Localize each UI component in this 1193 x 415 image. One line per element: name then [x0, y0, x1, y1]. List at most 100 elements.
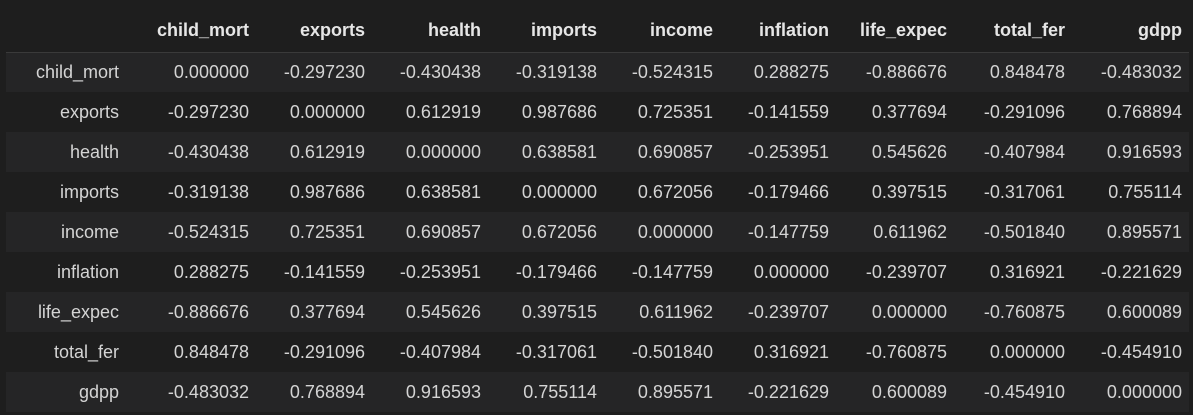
table-cell: 0.725351	[289, 221, 365, 242]
table-cell: -0.407984	[399, 341, 481, 362]
index-header	[6, 10, 126, 53]
column-header: inflation	[720, 10, 836, 53]
row-label: child_mort	[35, 61, 119, 82]
table-cell: -0.179466	[515, 261, 597, 282]
table-cell: -0.886676	[865, 61, 947, 82]
table-cell: 0.316921	[753, 341, 829, 362]
table-row: inflation 0.288275 -0.141559 -0.253951 -…	[6, 252, 1189, 292]
table-cell: -0.297230	[283, 61, 365, 82]
table-cell: -0.501840	[983, 221, 1065, 242]
table-cell: 0.000000	[753, 261, 829, 282]
table-cell: -0.239707	[865, 261, 947, 282]
table-row: gdpp -0.483032 0.768894 0.916593 0.75511…	[6, 372, 1189, 412]
table-cell: 0.987686	[521, 101, 597, 122]
table-cell: -0.297230	[167, 101, 249, 122]
table-cell: 0.848478	[989, 61, 1065, 82]
column-header: health	[372, 10, 488, 53]
table-cell: -0.147759	[631, 261, 713, 282]
table-cell: -0.221629	[747, 381, 829, 402]
column-header: child_mort	[126, 10, 256, 53]
table-cell: -0.483032	[167, 381, 249, 402]
table-cell: -0.239707	[747, 301, 829, 322]
table-cell: -0.253951	[399, 261, 481, 282]
table-cell: -0.407984	[983, 141, 1065, 162]
table-cell: -0.317061	[983, 181, 1065, 202]
table-row: imports -0.319138 0.987686 0.638581 0.00…	[6, 172, 1189, 212]
table-cell: -0.760875	[983, 301, 1065, 322]
table-cell: 0.895571	[1106, 221, 1182, 242]
table-cell: 0.755114	[523, 381, 597, 402]
table-cell: 0.638581	[405, 181, 481, 202]
table-cell: 0.768894	[1106, 101, 1182, 122]
table-cell: 0.600089	[871, 381, 947, 402]
table-cell: -0.141559	[283, 261, 365, 282]
table-cell: 0.987686	[289, 181, 365, 202]
table-cell: 0.288275	[753, 61, 829, 82]
row-label: life_expec	[37, 301, 119, 322]
table-cell: -0.454910	[983, 381, 1065, 402]
table-cell: 0.848478	[173, 341, 249, 362]
table-row: exports -0.297230 0.000000 0.612919 0.98…	[6, 92, 1189, 132]
table-cell: 0.755114	[1108, 181, 1182, 202]
table-cell: 0.600089	[1106, 301, 1182, 322]
table-cell: 0.000000	[989, 341, 1065, 362]
table-cell: -0.524315	[167, 221, 249, 242]
table-cell: -0.524315	[631, 61, 713, 82]
table-cell: 0.377694	[871, 101, 947, 122]
table-cell: -0.760875	[865, 341, 947, 362]
table-cell: 0.768894	[289, 381, 365, 402]
table-cell: 0.612919	[289, 141, 365, 162]
table-cell: 0.690857	[637, 141, 713, 162]
table-cell: -0.221629	[1100, 261, 1182, 282]
table-cell: 0.672056	[521, 221, 597, 242]
table-cell: -0.430438	[399, 61, 481, 82]
table-cell: 0.638581	[521, 141, 597, 162]
row-label: imports	[59, 181, 119, 202]
table-cell: 0.000000	[173, 61, 249, 82]
table-header: child_mort exports health imports income…	[6, 10, 1189, 53]
table-cell: 0.397515	[871, 181, 947, 202]
table-cell: 0.916593	[405, 381, 481, 402]
table-cell: 0.611962	[873, 221, 947, 242]
table-cell: -0.291096	[983, 101, 1065, 122]
table-cell: 0.612919	[405, 101, 481, 122]
table-cell: 0.545626	[405, 301, 481, 322]
header-row: child_mort exports health imports income…	[6, 10, 1189, 53]
table-row: health -0.430438 0.612919 0.000000 0.638…	[6, 132, 1189, 172]
table-cell: 0.000000	[289, 101, 365, 122]
column-header: exports	[256, 10, 372, 53]
table-cell: 0.000000	[871, 301, 947, 322]
table-cell: 0.916593	[1106, 141, 1182, 162]
table-cell: 0.377694	[289, 301, 365, 322]
table-body: child_mort 0.000000 -0.297230 -0.430438 …	[6, 52, 1189, 412]
table-cell: -0.319138	[515, 61, 597, 82]
row-label: gdpp	[78, 381, 119, 402]
table-cell: 0.000000	[637, 221, 713, 242]
table-cell: -0.483032	[1100, 61, 1182, 82]
table-cell: -0.430438	[167, 141, 249, 162]
table-row: income -0.524315 0.725351 0.690857 0.672…	[6, 212, 1189, 252]
table-row: total_fer 0.848478 -0.291096 -0.407984 -…	[6, 332, 1189, 372]
table-cell: 0.288275	[173, 261, 249, 282]
table-cell: -0.319138	[167, 181, 249, 202]
row-label: exports	[59, 101, 119, 122]
table-cell: 0.895571	[637, 381, 713, 402]
column-header: gdpp	[1072, 10, 1189, 53]
table-cell: 0.545626	[871, 141, 947, 162]
table-cell: -0.141559	[747, 101, 829, 122]
table-cell: -0.147759	[747, 221, 829, 242]
table-cell: 0.725351	[637, 101, 713, 122]
table-cell: -0.501840	[631, 341, 713, 362]
table-cell: 0.000000	[521, 181, 597, 202]
table-cell: 0.611962	[639, 301, 713, 322]
table-cell: 0.000000	[1106, 381, 1182, 402]
table-row: life_expec -0.886676 0.377694 0.545626 0…	[6, 292, 1189, 332]
table-cell: -0.253951	[747, 141, 829, 162]
table-row: child_mort 0.000000 -0.297230 -0.430438 …	[6, 52, 1189, 92]
table-cell: 0.000000	[405, 141, 481, 162]
dataframe-table: child_mort exports health imports income…	[6, 10, 1189, 412]
table-cell: -0.886676	[167, 301, 249, 322]
table-cell: -0.291096	[283, 341, 365, 362]
row-label: income	[60, 221, 119, 242]
